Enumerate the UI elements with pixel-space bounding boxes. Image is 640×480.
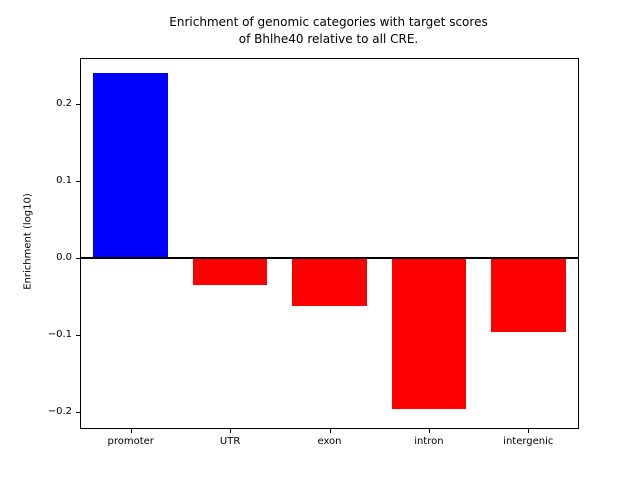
x-tick-mark [428, 429, 430, 433]
y-tick-mark [76, 257, 80, 259]
zero-line [81, 256, 578, 259]
bar-promoter [93, 72, 168, 258]
y-tick-mark [76, 411, 80, 413]
plot-area [80, 58, 579, 429]
y-tick-label: −0.2 [47, 405, 72, 417]
x-tick-mark [329, 429, 331, 433]
y-tick-label: −0.1 [47, 328, 72, 340]
x-tick-label: intergenic [503, 436, 554, 447]
bar-intergenic [491, 257, 566, 332]
x-tick-label: intron [414, 436, 444, 447]
bar-UTR [192, 257, 268, 286]
y-tick-label: 0.0 [56, 251, 72, 263]
y-tick-label: 0.1 [56, 174, 72, 186]
x-tick-label: UTR [219, 436, 241, 447]
bar-intron [391, 257, 467, 409]
chart-title: Enrichment of genomic categories with ta… [169, 15, 488, 47]
x-tick-mark [528, 429, 530, 433]
y-tick-mark [76, 180, 80, 182]
x-tick-label: promoter [107, 436, 154, 447]
y-tick-mark [76, 103, 80, 105]
y-tick-mark [76, 334, 80, 336]
bar-exon [292, 257, 367, 306]
x-tick-mark [130, 429, 132, 433]
x-tick-label: exon [317, 436, 342, 447]
y-tick-label: 0.2 [56, 97, 72, 109]
x-tick-mark [230, 429, 232, 433]
